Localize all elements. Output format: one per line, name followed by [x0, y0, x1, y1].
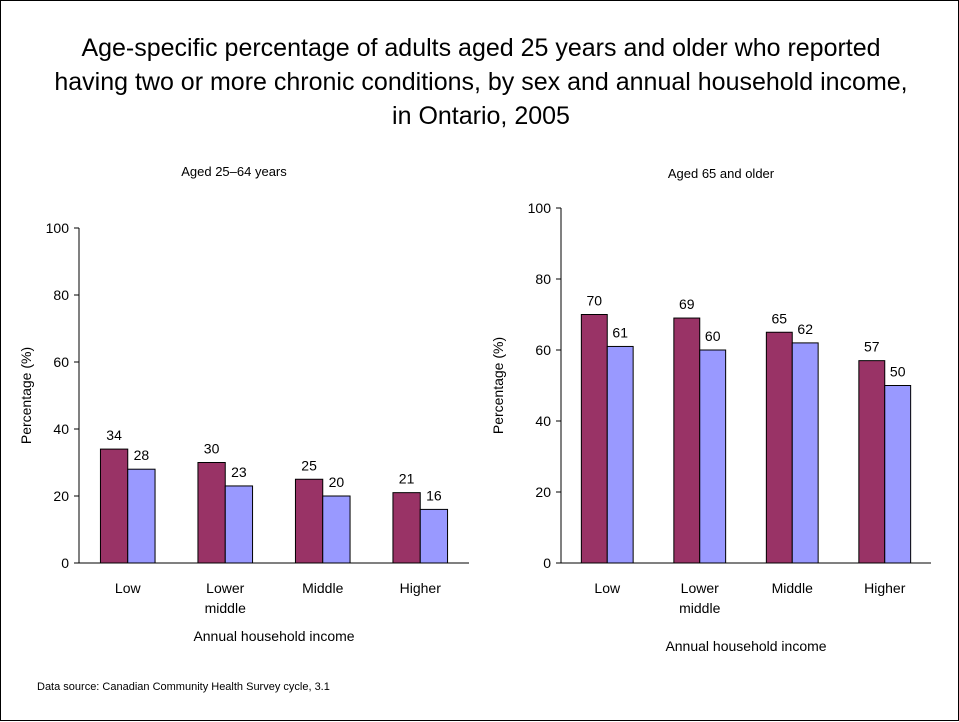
right-bar-2-0 — [606, 345, 634, 564]
left-bar-2-1 — [224, 485, 254, 564]
left-y-tick-label: 80 — [53, 287, 69, 303]
left-category-label: middle — [205, 600, 246, 616]
left-y-tick-label: 100 — [46, 220, 70, 236]
left-bar-1-3 — [392, 492, 421, 564]
right-bar-1-1 — [673, 317, 701, 564]
left-x-axis-label: Annual household income — [193, 628, 354, 644]
left-data-label: 16 — [426, 487, 442, 503]
right-y-tick-label: 20 — [535, 484, 551, 500]
left-category-label: Middle — [302, 580, 343, 596]
right-data-label: 62 — [797, 321, 813, 337]
right-y-tick-label: 0 — [543, 555, 551, 571]
left-chart-title: Aged 25–64 years — [181, 164, 287, 179]
right-category-label: Middle — [772, 580, 813, 596]
left-data-label: 21 — [399, 471, 415, 487]
left-category-label: Lower — [206, 580, 244, 596]
right-bar-2-1 — [699, 349, 727, 564]
right-category-label: Higher — [864, 580, 906, 596]
right-data-label: 69 — [679, 296, 695, 312]
left-bar-2-0 — [127, 468, 156, 564]
left-data-label: 20 — [329, 474, 345, 490]
right-x-axis-label: Annual household income — [665, 638, 826, 654]
right-bar-1-3 — [858, 360, 886, 564]
left-bar-2-2 — [322, 495, 351, 564]
right-category-label: middle — [679, 600, 720, 616]
right-data-label: 70 — [587, 293, 603, 309]
left-bar-1-2 — [294, 478, 324, 564]
right-bar-1-0 — [580, 314, 608, 564]
right-data-label: 57 — [864, 339, 880, 355]
left-bar-2-3 — [419, 508, 449, 564]
right-data-label: 50 — [890, 364, 906, 380]
right-chart-title: Aged 65 and older — [668, 166, 775, 181]
right-data-label: 61 — [612, 324, 628, 340]
left-y-axis-label: Percentage (%) — [18, 347, 34, 444]
right-data-label: 60 — [705, 328, 721, 344]
left-y-tick-label: 20 — [53, 488, 69, 504]
left-data-label: 25 — [301, 457, 317, 473]
left-bar-1-1 — [197, 462, 226, 564]
left-y-tick-label: 0 — [61, 555, 69, 571]
right-y-tick-label: 80 — [535, 271, 551, 287]
left-data-label: 28 — [134, 447, 150, 463]
right-bar-2-2 — [791, 342, 819, 564]
right-category-label: Lower — [681, 580, 719, 596]
data-source-note: Data source: Canadian Community Health S… — [37, 681, 330, 693]
left-bar-1-0 — [99, 448, 129, 564]
right-bar-1-2 — [765, 331, 793, 564]
right-y-tick-label: 40 — [535, 413, 551, 429]
slide-title: Age-specific percentage of adults aged 2… — [54, 34, 908, 130]
right-category-label: Low — [594, 580, 621, 596]
left-data-label: 30 — [204, 441, 220, 457]
right-y-axis-label: Percentage (%) — [490, 337, 506, 434]
left-data-label: 23 — [231, 464, 247, 480]
left-data-label: 34 — [106, 427, 122, 443]
left-y-tick-label: 60 — [53, 354, 69, 370]
right-y-tick-label: 100 — [528, 200, 552, 216]
left-y-tick-label: 40 — [53, 421, 69, 437]
left-category-label: Low — [115, 580, 142, 596]
right-y-tick-label: 60 — [535, 342, 551, 358]
right-data-label: 65 — [772, 310, 788, 326]
left-category-label: Higher — [400, 580, 442, 596]
right-bar-2-3 — [884, 385, 912, 564]
